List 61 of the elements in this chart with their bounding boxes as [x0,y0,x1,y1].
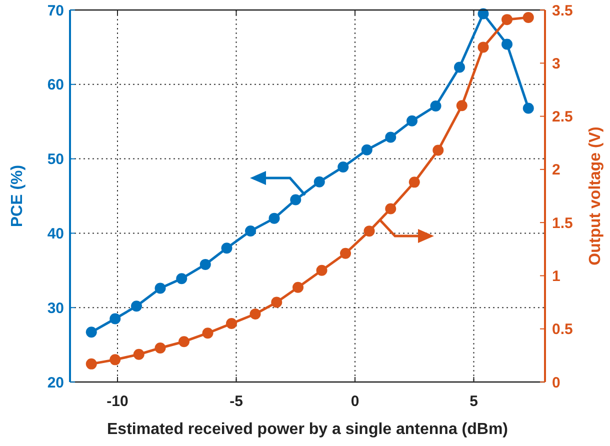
point [226,318,237,330]
y2-tick-label: 3.5 [552,2,573,20]
point [250,308,261,320]
point [361,144,372,156]
x-tick-label: -5 [230,393,243,410]
point [385,132,396,143]
point [502,14,512,26]
y-tick-label: 50 [47,151,64,168]
point [314,176,325,188]
y2-axis-title: Output voltage (V) [587,126,604,266]
y2-tick-label: 3 [552,55,560,72]
point [290,194,302,206]
x-tick-label: 0 [350,393,360,410]
y2-tick-label: 0.5 [552,321,573,338]
point [522,12,534,23]
y2-tick-label: 0 [552,374,560,392]
x-axis-title: Estimated received power by a single antenna (dBm) [107,421,508,438]
point [454,62,465,73]
point [316,264,328,276]
point [522,102,534,114]
y2-tick-label: 1 [552,268,560,285]
point [86,358,97,370]
point [178,336,190,348]
point [110,354,121,366]
x-tick-label: -10 [106,393,128,410]
point [338,161,349,172]
point [292,282,304,293]
y-tick-label: 70 [47,2,64,20]
point [202,328,214,339]
point [176,273,188,284]
point [268,212,280,224]
y2-tick-label: 2 [552,162,560,179]
point [478,8,489,20]
y2-tick-label: 1.5 [552,214,573,232]
point [86,326,97,338]
y-tick-label: 30 [47,300,64,317]
point [340,248,351,259]
y-axis-title: PCE (%) [9,164,26,228]
point [271,296,282,308]
point [154,282,166,294]
point [430,100,442,112]
x-tick-label: 5 [470,393,478,410]
point [478,42,489,53]
point [364,226,375,237]
y-tick-label: 60 [47,76,64,94]
point [408,176,420,188]
y-tick-label: 20 [47,374,64,392]
point [385,203,396,214]
y-tick-label: 40 [47,225,64,242]
y2-tick-label: 2.5 [552,108,573,126]
point [110,313,121,324]
point [133,348,144,360]
point [200,258,211,270]
point [154,342,166,354]
point [221,242,232,254]
point [432,144,444,156]
point [502,38,512,50]
point [406,115,418,126]
point [456,100,468,112]
point [245,225,256,236]
point [131,300,142,312]
